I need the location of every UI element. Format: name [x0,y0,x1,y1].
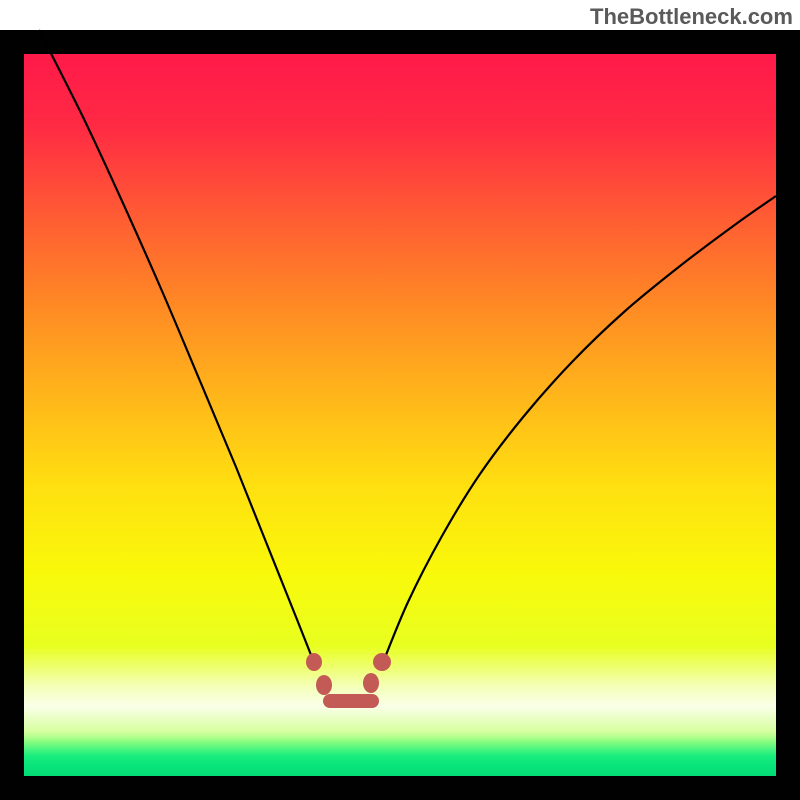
chart-background-gradient [24,54,776,776]
bottleneck-chart [0,0,800,800]
watermark-label: TheBottleneck.com [590,4,793,30]
